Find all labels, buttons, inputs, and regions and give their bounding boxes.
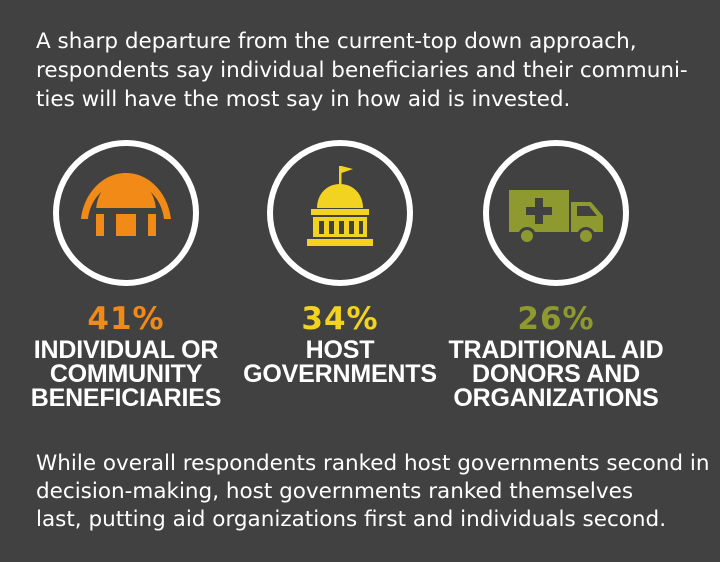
stat-label-line: DONORS AND bbox=[472, 360, 640, 388]
stat-label: HOST GOVERNMENTS bbox=[220, 336, 460, 388]
stat-label-line: INDIVIDUAL OR bbox=[33, 336, 219, 364]
stat-label-line: BENEFICIARIES bbox=[30, 384, 222, 412]
intro-line: ties will have the most say in how aid i… bbox=[36, 87, 571, 112]
stat-host-governments: 34% HOST GOVERNMENTS bbox=[220, 140, 460, 388]
stat-label: INDIVIDUAL OR COMMUNITY BENEFICIARIES bbox=[6, 336, 246, 412]
capitol-building-icon bbox=[307, 166, 373, 246]
stat-percent: 26% bbox=[517, 301, 595, 337]
stat-individual-beneficiaries: 41% INDIVIDUAL OR COMMUNITY BENEFICIARIE… bbox=[6, 140, 246, 412]
outro-line: decision-making, host governments ranked… bbox=[36, 479, 634, 504]
intro-text: A sharp departure from the current-top d… bbox=[36, 27, 696, 114]
icon-ring bbox=[267, 140, 413, 286]
stat-percent: 41% bbox=[87, 301, 165, 337]
outro-text: While overall respondents ranked host go… bbox=[36, 450, 710, 534]
intro-line: A sharp departure from the current-top d… bbox=[36, 29, 637, 54]
stat-label: TRADITIONAL AID DONORS AND ORGANIZATIONS bbox=[436, 336, 676, 412]
icon-ring bbox=[53, 140, 199, 286]
stat-traditional-aid: 26% TRADITIONAL AID DONORS AND ORGANIZAT… bbox=[436, 140, 676, 412]
icon-ring bbox=[483, 140, 629, 286]
hut-icon bbox=[81, 173, 171, 236]
stat-label-line: TRADITIONAL AID bbox=[448, 336, 664, 364]
aid-truck-icon bbox=[509, 190, 603, 245]
stat-label-line: COMMUNITY bbox=[49, 360, 203, 388]
intro-line: respondents say individual beneficiaries… bbox=[36, 58, 688, 83]
outro-line: While overall respondents ranked host go… bbox=[36, 451, 710, 476]
stat-label-line: HOST bbox=[305, 336, 375, 364]
stat-percent: 34% bbox=[301, 301, 379, 337]
outro-line: last, putting aid organizations first an… bbox=[36, 507, 667, 532]
stat-label-line: ORGANIZATIONS bbox=[453, 384, 659, 412]
stats-row: 41% INDIVIDUAL OR COMMUNITY BENEFICIARIE… bbox=[0, 140, 720, 440]
stat-label-line: GOVERNMENTS bbox=[243, 360, 437, 388]
